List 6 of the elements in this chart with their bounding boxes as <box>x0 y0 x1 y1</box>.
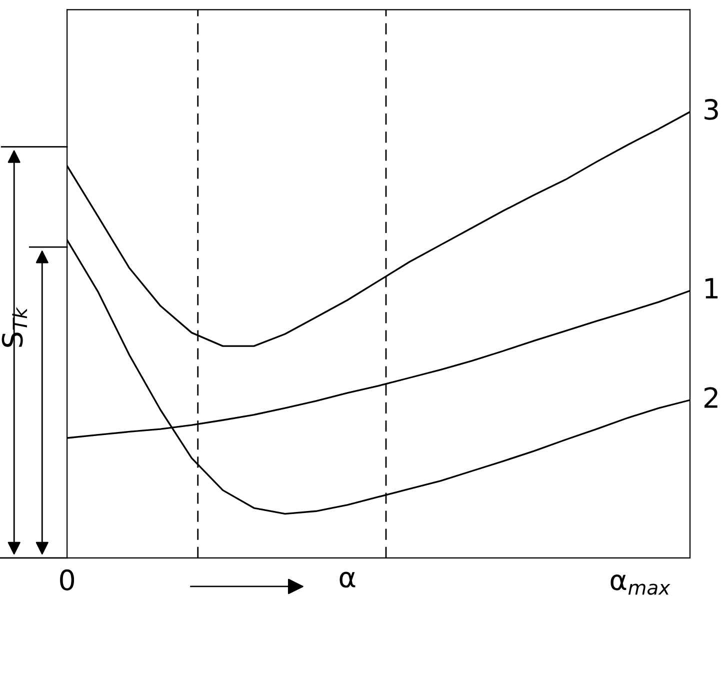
series-label: 3 <box>704 98 718 120</box>
text: α$_{max}$ <box>610 574 670 595</box>
series-label: 2 <box>704 387 718 408</box>
series-label: 1 <box>706 278 718 298</box>
text: 0 <box>60 569 74 590</box>
x-axis-title: α <box>340 572 356 588</box>
